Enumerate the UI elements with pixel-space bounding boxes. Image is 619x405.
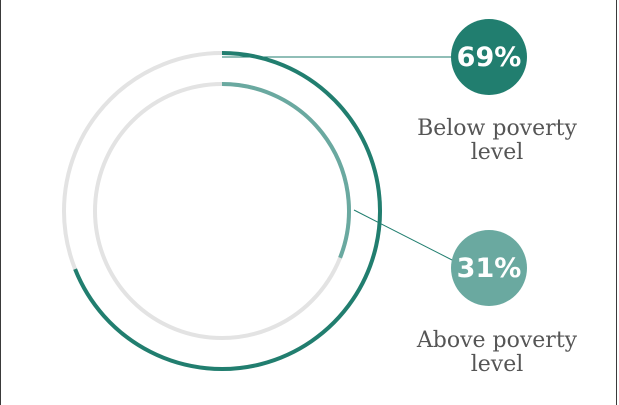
below-poverty-percent-badge: 69% bbox=[451, 19, 527, 95]
above-poverty-label-line1: Above poverty bbox=[416, 328, 578, 353]
below-poverty-label: Below poverty level bbox=[397, 117, 597, 165]
below-poverty-label-line2: level bbox=[470, 140, 524, 165]
above-poverty-ring-arc bbox=[221, 82, 351, 259]
below-poverty-ring-arc bbox=[73, 51, 383, 371]
above-poverty-label-line2: level bbox=[470, 352, 524, 377]
above-poverty-percent-badge: 31% bbox=[451, 230, 527, 306]
leader-line-above bbox=[353, 209, 457, 263]
above-poverty-label: Above poverty level bbox=[397, 329, 597, 377]
below-poverty-label-line1: Below poverty bbox=[417, 116, 577, 141]
